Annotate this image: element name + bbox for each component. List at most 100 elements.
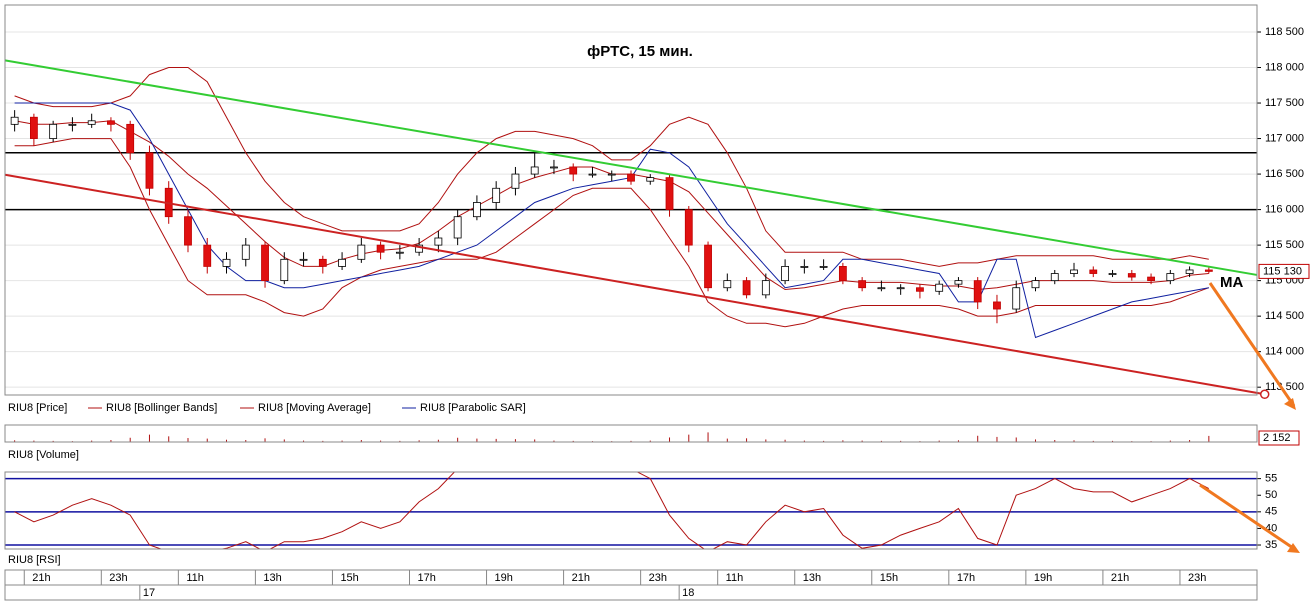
- candle-body: [492, 187, 501, 203]
- x-tick-label: 23h: [649, 572, 667, 584]
- candle-body: [280, 258, 289, 282]
- legend-price: RIU8 [Price]: [8, 402, 67, 414]
- candle-body: [896, 287, 905, 290]
- candle-body: [684, 209, 693, 246]
- x-tick-label: 21h: [572, 572, 590, 584]
- x-tick-label: 11h: [186, 572, 204, 584]
- band-lower: [14, 138, 1209, 328]
- y-tick-label: 115 500: [1265, 239, 1304, 251]
- volume-frame: [4, 424, 1258, 443]
- candle-body: [646, 177, 655, 182]
- candle-body: [126, 123, 135, 154]
- x-tick-label: 19h: [495, 572, 513, 584]
- annotation: MA: [1220, 274, 1243, 291]
- candle-body: [357, 244, 366, 260]
- candle-body: [665, 177, 674, 210]
- candle-body: [338, 258, 346, 267]
- candle-body: [704, 244, 712, 289]
- x-tick-label: 21h: [32, 572, 50, 584]
- candle-body: [261, 244, 269, 282]
- y-tick-label: 113 500: [1265, 381, 1304, 393]
- candle-body: [1050, 273, 1059, 282]
- candle-body: [838, 266, 847, 282]
- candle-body: [107, 120, 115, 125]
- trend-line: [4, 59, 1258, 276]
- candle-body: [973, 280, 982, 303]
- trend-line: [4, 173, 1265, 396]
- y-tick-label: 45: [1265, 506, 1277, 518]
- candle-body: [954, 280, 963, 285]
- candle-body: [1204, 269, 1213, 272]
- candle-body: [1031, 280, 1040, 289]
- legend-sar: RIU8 [Parabolic SAR]: [420, 402, 526, 414]
- y-tick-label: 118 000: [1265, 61, 1304, 73]
- arrow: [1199, 483, 1297, 552]
- candle-body: [29, 116, 38, 139]
- last-price-box: [1258, 263, 1310, 279]
- candle-body: [530, 166, 539, 175]
- candle-body: [993, 301, 1001, 310]
- y-tick-label: 116 500: [1265, 168, 1304, 180]
- candle-body: [511, 173, 520, 189]
- trend-end: [1259, 389, 1270, 400]
- last-price-label: 115 130: [1263, 265, 1302, 277]
- candle-body: [742, 280, 751, 296]
- candle-body: [761, 280, 770, 296]
- candle-body: [299, 258, 308, 261]
- candle-body: [1147, 276, 1155, 282]
- arrow: [1208, 282, 1296, 407]
- candle-body: [68, 123, 77, 126]
- candle-body: [434, 237, 443, 246]
- candle-body: [1070, 269, 1078, 274]
- legend-bands: RIU8 [Bollinger Bands]: [106, 402, 217, 414]
- candle-body: [203, 244, 212, 267]
- candle-body: [819, 266, 828, 268]
- candle-body: [569, 166, 578, 175]
- candle-body: [1127, 273, 1136, 278]
- candle-body: [627, 173, 635, 182]
- candle-body: [87, 120, 96, 125]
- candle-body: [800, 266, 809, 268]
- legend-ma: RIU8 [Moving Average]: [258, 402, 371, 414]
- x-tick-label: 13h: [803, 572, 821, 584]
- x-tick-label: 11h: [726, 572, 744, 584]
- rsi-line: [14, 472, 1210, 549]
- rsi-plot: [5, 472, 1257, 549]
- y-tick-label: 114 500: [1265, 310, 1304, 322]
- indicator-line: [14, 102, 1209, 339]
- y-tick-label: 116 000: [1265, 203, 1304, 215]
- y-tick-label: 35: [1265, 539, 1277, 551]
- chart-title: фРТС, 15 мин.: [587, 43, 693, 60]
- candle-body: [184, 216, 192, 246]
- candle-body: [607, 173, 616, 176]
- x-tick-label: 13h: [263, 572, 281, 584]
- arrow-head: [1287, 543, 1300, 553]
- candle-body: [935, 283, 944, 292]
- candle-body: [858, 280, 867, 289]
- candle-body: [49, 123, 58, 139]
- rsi-label: RIU8 [RSI]: [8, 554, 61, 566]
- candle-body: [145, 152, 154, 189]
- x-tick-label: 19h: [1034, 572, 1052, 584]
- candle-body: [723, 280, 732, 289]
- y-tick-label: 117 500: [1265, 97, 1304, 109]
- last-volume-box: [1258, 430, 1300, 446]
- trend-lines: [4, 59, 1270, 400]
- candle-body: [376, 244, 385, 253]
- candle-body: [877, 287, 886, 290]
- candle-body: [241, 244, 250, 260]
- candle-body: [550, 166, 558, 169]
- candle-body: [395, 251, 404, 254]
- rsi-frame: [4, 471, 1258, 550]
- candle-body: [781, 266, 789, 282]
- band-upper: [14, 67, 1209, 267]
- y-tick-label: 117 000: [1265, 132, 1304, 144]
- price-frame: [4, 4, 1258, 396]
- arrow-head: [1284, 398, 1296, 410]
- candle-body: [453, 216, 462, 239]
- date-tick-label: 17: [143, 587, 155, 599]
- x-tick-label: 15h: [340, 572, 358, 584]
- candle-body: [588, 173, 597, 176]
